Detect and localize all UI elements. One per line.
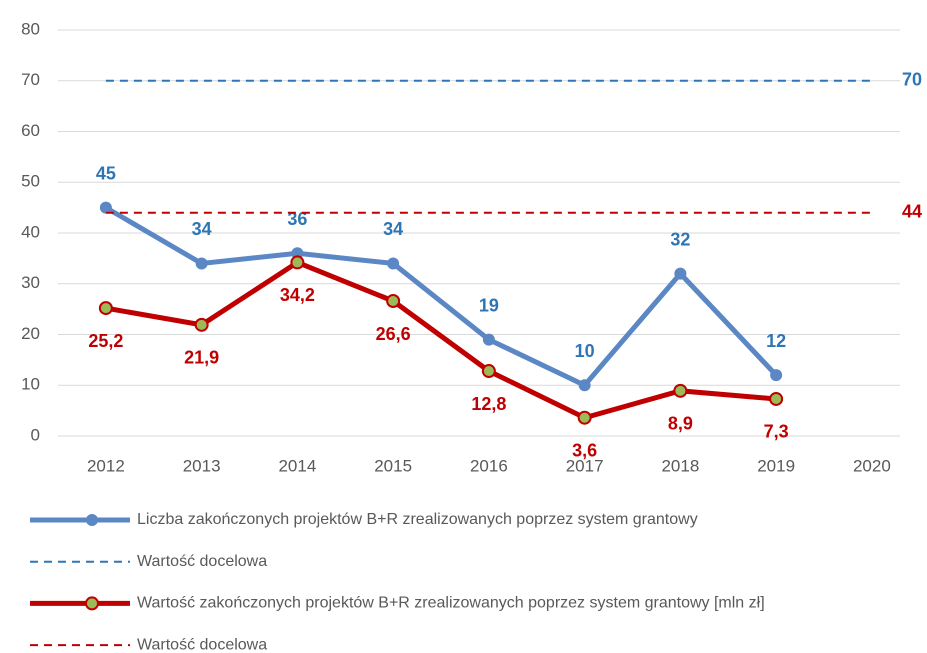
marker — [770, 369, 783, 382]
marker — [673, 383, 688, 398]
data-label: 21,9 — [184, 348, 219, 368]
x-tick-label: 2012 — [87, 456, 125, 475]
data-label: 32 — [670, 229, 690, 249]
legend-label: Liczba zakończonych projektów B+R zreali… — [137, 511, 698, 528]
x-tick-label: 2015 — [374, 456, 412, 475]
y-tick-label: 40 — [21, 222, 40, 241]
marker — [769, 391, 784, 406]
data-label: 10 — [575, 341, 595, 361]
x-tick-label: 2017 — [566, 456, 604, 475]
data-label: 25,2 — [88, 331, 123, 351]
x-tick-label: 2020 — [853, 456, 891, 475]
x-tick-label: 2013 — [183, 456, 221, 475]
data-label: 34 — [192, 219, 212, 239]
marker — [387, 257, 400, 270]
x-tick-label: 2018 — [661, 456, 699, 475]
data-label: 19 — [479, 295, 499, 315]
data-label: 45 — [96, 163, 116, 183]
data-label: 34,2 — [280, 285, 315, 305]
data-label: 34 — [383, 219, 403, 239]
series-line — [105, 259, 777, 421]
x-tick-label: 2014 — [278, 456, 316, 475]
data-label: 12 — [766, 331, 786, 351]
marker — [194, 317, 209, 332]
marker — [195, 257, 208, 270]
legend-label: Wartość docelowa — [137, 636, 267, 653]
x-tick-label: 2019 — [757, 456, 795, 475]
y-tick-label: 70 — [21, 70, 40, 89]
data-label: 3,6 — [572, 440, 597, 460]
marker — [577, 410, 592, 425]
data-label: 70 — [902, 70, 922, 90]
data-label: 12,8 — [471, 394, 506, 414]
marker — [99, 201, 112, 214]
data-label: 44 — [902, 201, 922, 221]
marker — [386, 294, 401, 309]
x-tick-label: 2016 — [470, 456, 508, 475]
y-tick-label: 80 — [21, 19, 40, 38]
y-tick-label: 20 — [21, 324, 40, 343]
data-label: 8,9 — [668, 414, 693, 434]
marker — [578, 379, 591, 392]
marker — [481, 364, 496, 379]
y-tick-label: 0 — [31, 425, 40, 444]
data-label: 26,6 — [376, 324, 411, 344]
y-tick-label: 60 — [21, 121, 40, 140]
marker — [290, 255, 305, 270]
y-tick-label: 30 — [21, 273, 40, 292]
marker — [98, 301, 113, 316]
marker — [674, 267, 687, 280]
legend-label: Wartość docelowa — [137, 553, 267, 570]
y-tick-label: 50 — [21, 172, 40, 191]
data-label: 7,3 — [764, 422, 789, 442]
legend-label: Wartość zakończonych projektów B+R zreal… — [137, 595, 765, 612]
series-line — [104, 205, 778, 389]
marker — [482, 333, 495, 346]
data-label: 36 — [287, 209, 307, 229]
legend-marker — [85, 596, 99, 611]
legend-marker — [86, 514, 98, 526]
y-tick-label: 10 — [21, 375, 40, 394]
